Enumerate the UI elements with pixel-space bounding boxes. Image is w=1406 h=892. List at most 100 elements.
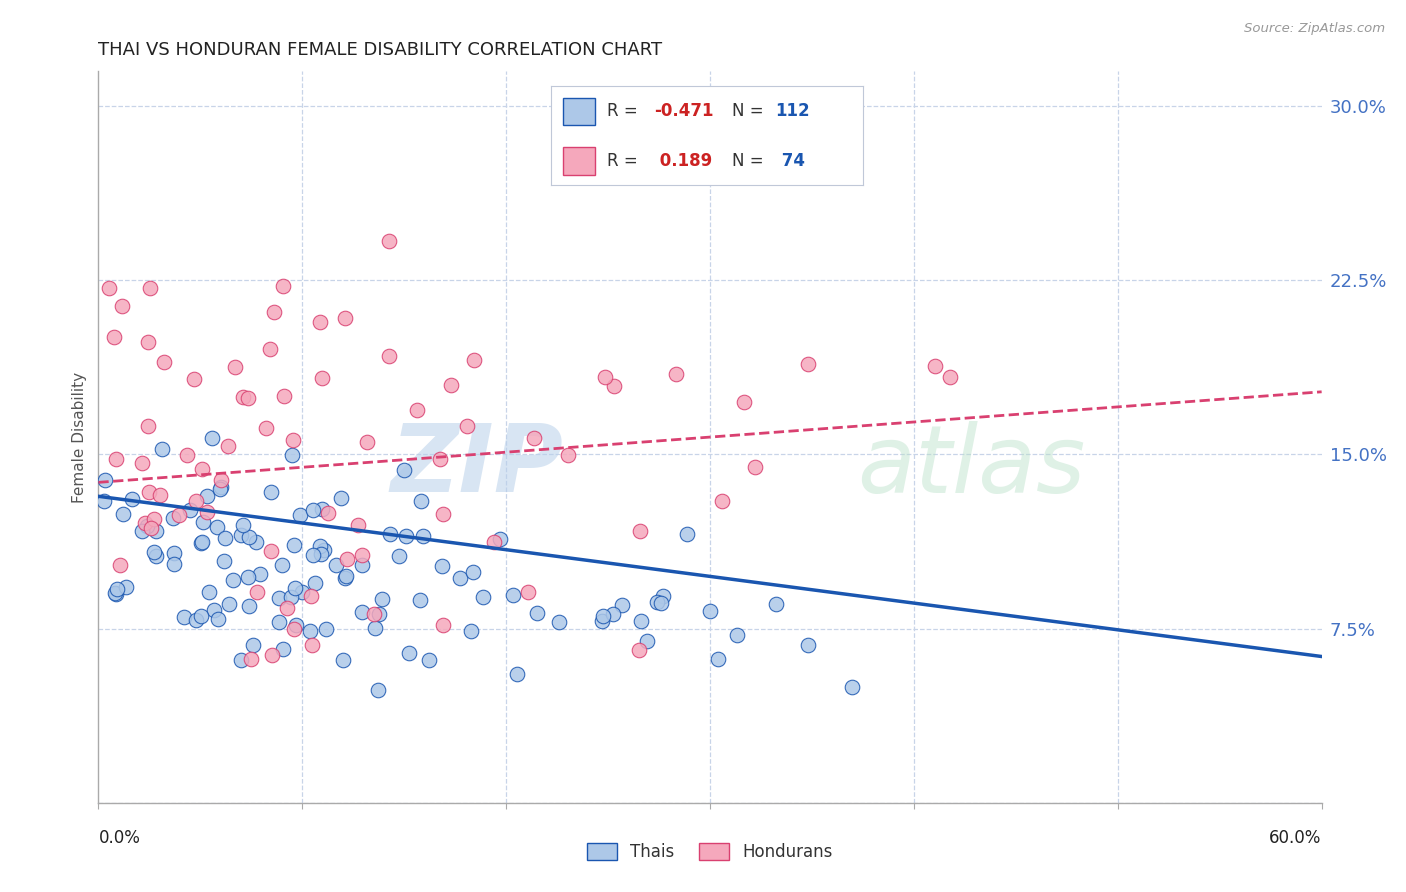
- Point: [136, 418, 159, 433]
- Point: [627, 643, 650, 657]
- Point: [299, 624, 322, 639]
- Point: [557, 448, 579, 462]
- Point: [432, 507, 454, 521]
- Point: [232, 390, 254, 404]
- Point: [432, 618, 454, 632]
- Point: [195, 505, 218, 519]
- Point: [523, 431, 546, 445]
- Point: [517, 584, 540, 599]
- Point: [388, 549, 411, 564]
- Point: [392, 463, 415, 477]
- Point: [733, 395, 755, 409]
- Point: [111, 507, 134, 521]
- Point: [149, 488, 172, 502]
- Point: [197, 585, 219, 599]
- Point: [412, 529, 434, 543]
- Point: [143, 545, 166, 559]
- Point: [214, 531, 236, 545]
- Point: [242, 638, 264, 652]
- Point: [440, 378, 463, 392]
- Point: [269, 615, 291, 629]
- Point: [463, 565, 485, 579]
- Point: [218, 597, 240, 611]
- Point: [367, 683, 389, 698]
- Point: [301, 638, 323, 652]
- Point: [184, 613, 207, 627]
- Point: [460, 624, 482, 638]
- Point: [482, 535, 505, 549]
- Point: [249, 567, 271, 582]
- Point: [744, 460, 766, 475]
- Point: [283, 539, 305, 553]
- Point: [153, 355, 176, 369]
- Point: [548, 615, 571, 629]
- Point: [398, 646, 420, 660]
- Point: [329, 491, 352, 505]
- Point: [325, 558, 347, 573]
- Point: [281, 433, 304, 447]
- Point: [796, 357, 818, 371]
- Point: [347, 518, 370, 533]
- Point: [676, 526, 699, 541]
- Point: [311, 502, 333, 516]
- Point: [429, 452, 451, 467]
- Point: [603, 378, 626, 392]
- Point: [139, 281, 162, 295]
- Point: [332, 653, 354, 667]
- Point: [190, 462, 212, 476]
- Point: [152, 442, 174, 457]
- Point: [105, 582, 128, 596]
- Point: [267, 591, 290, 606]
- Point: [283, 622, 305, 636]
- Point: [271, 558, 294, 573]
- Point: [271, 279, 294, 293]
- Point: [378, 527, 401, 541]
- Point: [304, 576, 326, 591]
- Point: [314, 542, 336, 557]
- Point: [131, 457, 153, 471]
- Point: [432, 559, 454, 574]
- Point: [309, 315, 332, 329]
- Point: [834, 168, 856, 182]
- Point: [650, 596, 672, 610]
- Point: [207, 612, 229, 626]
- Point: [209, 483, 232, 497]
- Point: [93, 494, 115, 508]
- Point: [281, 448, 304, 462]
- Point: [356, 434, 378, 449]
- Point: [263, 305, 285, 319]
- Point: [406, 403, 429, 417]
- Point: [489, 533, 512, 547]
- Point: [350, 605, 373, 619]
- Point: [273, 389, 295, 403]
- Point: [111, 300, 134, 314]
- Point: [245, 534, 267, 549]
- Text: ZIP: ZIP: [391, 420, 564, 512]
- Point: [651, 590, 673, 604]
- Point: [259, 343, 281, 357]
- Point: [350, 549, 373, 563]
- Point: [217, 439, 239, 453]
- Point: [628, 524, 651, 539]
- Point: [394, 529, 416, 543]
- Point: [142, 512, 165, 526]
- Point: [526, 606, 548, 620]
- Point: [103, 330, 125, 344]
- Point: [309, 548, 332, 562]
- Point: [335, 311, 357, 326]
- Text: 60.0%: 60.0%: [1270, 829, 1322, 847]
- Point: [104, 586, 127, 600]
- Point: [290, 508, 312, 523]
- Text: atlas: atlas: [856, 421, 1085, 512]
- Point: [162, 510, 184, 524]
- Point: [363, 621, 385, 635]
- Point: [316, 506, 339, 520]
- Point: [131, 524, 153, 539]
- Point: [190, 536, 212, 550]
- Point: [302, 549, 325, 563]
- Text: 0.0%: 0.0%: [98, 829, 141, 847]
- Point: [121, 491, 143, 506]
- Point: [308, 539, 330, 553]
- Point: [409, 593, 432, 607]
- Point: [236, 391, 259, 405]
